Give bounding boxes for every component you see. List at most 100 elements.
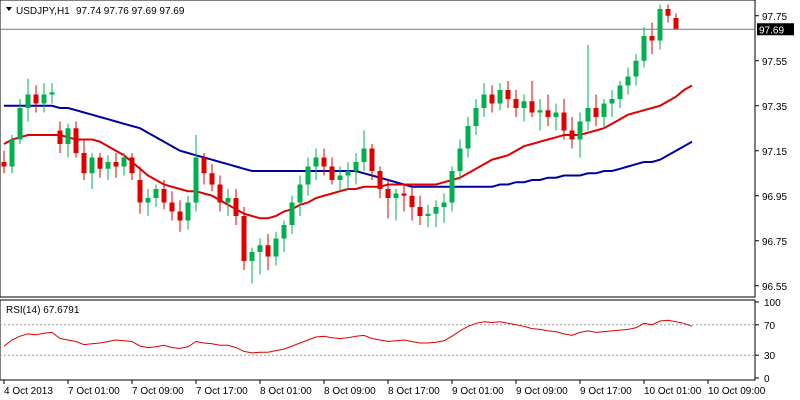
- candle: [345, 162, 351, 189]
- candle-body: [177, 211, 183, 221]
- candle: [545, 94, 551, 126]
- candle-body: [89, 157, 95, 174]
- candle-body: [9, 139, 15, 167]
- candle-body: [1, 162, 7, 167]
- candle: [465, 117, 471, 158]
- candle-body: [97, 157, 103, 169]
- candle-body: [281, 225, 287, 239]
- candle: [217, 175, 223, 212]
- time-tick-label: 8 Oct 01:00: [260, 386, 312, 397]
- candle: [1, 150, 7, 174]
- candle: [649, 22, 655, 54]
- candle-body: [641, 36, 647, 61]
- candle-body: [57, 130, 63, 144]
- candle-body: [625, 76, 631, 86]
- candle: [625, 67, 631, 95]
- candle-body: [25, 94, 31, 108]
- candle: [585, 45, 591, 131]
- price-panel[interactable]: USDJPY,H1 97.74 97.76 97.69 97.69 97.759…: [0, 0, 794, 298]
- candle: [81, 139, 87, 180]
- candle-body: [657, 9, 663, 41]
- candle-body: [545, 110, 551, 117]
- candle: [297, 175, 303, 216]
- candle: [513, 90, 519, 117]
- candle: [457, 139, 463, 180]
- candle: [433, 200, 439, 228]
- symbol-label: USDJPY,H1: [16, 6, 70, 17]
- candle-body: [577, 121, 583, 140]
- candle: [25, 78, 31, 122]
- candle-body: [481, 94, 487, 108]
- candle: [41, 83, 47, 113]
- price-tick-label: 97.35: [762, 102, 787, 113]
- candle-body: [593, 108, 599, 117]
- candle-body: [497, 90, 503, 104]
- time-tick-label: 7 Oct 09:00: [132, 386, 184, 397]
- candle: [321, 148, 327, 176]
- candle: [385, 180, 391, 219]
- candle: [497, 83, 503, 111]
- candle: [529, 81, 535, 117]
- rsi-panel[interactable]: RSI(14) 67.6791 100 70 30 0: [0, 298, 781, 385]
- candle: [249, 247, 255, 284]
- rsi-tick-label: 100: [764, 298, 781, 309]
- rsi-series-line: [3, 319, 693, 354]
- price-tick-label: 97.15: [762, 147, 787, 158]
- time-tick-label: 9 Oct 09:00: [516, 386, 568, 397]
- candle-body: [585, 108, 591, 122]
- candle: [361, 130, 367, 171]
- candle-body: [473, 108, 479, 126]
- candle-body: [449, 171, 455, 203]
- candle-body: [321, 157, 327, 167]
- current-price-badge: [757, 23, 794, 36]
- candle-body: [201, 157, 207, 174]
- time-tick-label: 10 Oct 09:00: [708, 386, 766, 397]
- candle-body: [345, 171, 351, 176]
- candle-body: [225, 198, 231, 203]
- candle: [233, 189, 239, 225]
- candle-body: [441, 202, 447, 207]
- candle-body: [65, 128, 71, 144]
- time-tick-label: 9 Oct 01:00: [452, 386, 504, 397]
- candle: [225, 189, 231, 216]
- price-tick-label: 97.55: [762, 57, 787, 68]
- time-tick-label: 7 Oct 17:00: [196, 386, 248, 397]
- candle: [73, 121, 79, 158]
- candle-body: [81, 153, 87, 174]
- candle: [193, 135, 199, 212]
- candle-body: [49, 92, 55, 95]
- candle: [673, 13, 679, 30]
- candle-body: [425, 213, 431, 216]
- candle-body: [265, 245, 271, 257]
- candle: [265, 234, 271, 270]
- chevron-down-icon[interactable]: [6, 7, 12, 11]
- candle: [577, 112, 583, 158]
- candle: [305, 157, 311, 196]
- rsi-tick-label: 30: [764, 351, 776, 362]
- current-price-line: 97.69: [0, 23, 794, 36]
- candle-body: [193, 157, 199, 203]
- candle-body: [457, 148, 463, 171]
- candle: [33, 85, 39, 113]
- candle: [537, 99, 543, 131]
- candle: [113, 153, 119, 178]
- candle: [185, 195, 191, 230]
- candle: [633, 54, 639, 86]
- candle: [425, 204, 431, 228]
- price-tick-label: 97.75: [762, 12, 787, 23]
- candle-body: [673, 18, 679, 30]
- candle: [89, 153, 95, 189]
- price-panel-frame: [0, 0, 756, 298]
- rsi-axis: 100 70 30 0: [755, 298, 781, 385]
- candle-body: [609, 99, 615, 104]
- candle-body: [465, 126, 471, 149]
- candle-body: [617, 85, 623, 99]
- candle-body: [313, 157, 319, 167]
- candle: [257, 238, 263, 275]
- time-tick-label: 8 Oct 17:00: [388, 386, 440, 397]
- candle: [201, 153, 207, 185]
- candle-body: [393, 193, 399, 198]
- candle: [505, 81, 511, 108]
- candle-body: [113, 162, 119, 167]
